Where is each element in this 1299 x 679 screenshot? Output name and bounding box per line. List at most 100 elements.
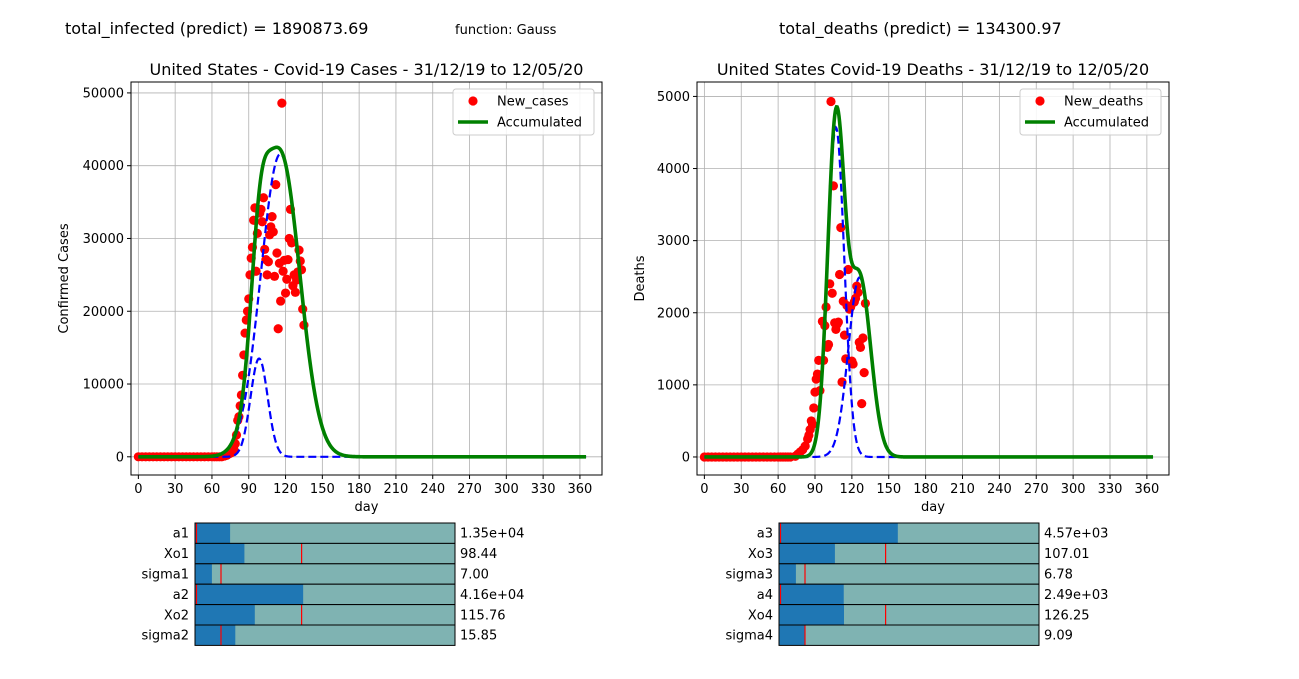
cases-data-point — [276, 296, 286, 306]
cases-slider-a2[interactable]: a2 4.16e+04 — [173, 583, 525, 606]
cases-gauss-curve-1 — [138, 357, 587, 458]
deaths-slider-Xo3[interactable]: Xo3 107.01 — [748, 542, 1090, 565]
deaths-xtick-label: 210 — [950, 482, 975, 497]
deaths-xlabel: day — [921, 500, 945, 515]
slider-value: 6.78 — [1044, 568, 1073, 583]
cases-data-point — [283, 254, 293, 265]
deaths-legend: New_deaths Accumulated — [1019, 88, 1162, 136]
deaths-xtick-label: 300 — [1061, 482, 1086, 497]
slider-fill[interactable] — [779, 625, 805, 646]
slider-value: 2.49e+03 — [1044, 588, 1108, 603]
cases-data-point — [258, 193, 269, 203]
function-text: function: Gauss — [455, 23, 557, 38]
cases-legend-box — [452, 88, 595, 136]
cases-data-point — [273, 324, 283, 334]
cases-data-point — [282, 274, 292, 284]
slider-fill[interactable] — [779, 543, 835, 564]
deaths-legend-label-accumulated: Accumulated — [1064, 116, 1149, 131]
cases-xtick-label: 120 — [273, 482, 298, 497]
slider-track[interactable] — [779, 543, 1039, 564]
deaths-ytick-label: 2000 — [657, 306, 690, 321]
slider-track[interactable] — [195, 543, 455, 564]
cases-slider-Xo1[interactable]: Xo1 98.44 — [164, 542, 497, 565]
deaths-xtick-label: 0 — [700, 482, 708, 497]
slider-value: 4.16e+04 — [460, 588, 524, 603]
deaths-total-text: total_deaths (predict) = 134300.97 — [779, 19, 1062, 39]
deaths-xtick-label: 150 — [876, 482, 901, 497]
deaths-slider-Xo4[interactable]: Xo4 126.25 — [748, 604, 1090, 626]
cases-data-point — [287, 238, 297, 248]
deaths-data-point — [809, 403, 819, 413]
deaths-xtick-label: 330 — [1098, 482, 1123, 497]
slider-label: Xo2 — [164, 608, 189, 623]
slider-fill[interactable] — [779, 523, 898, 544]
cases-ytick-label: 40000 — [83, 159, 124, 174]
cases-slider-Xo2[interactable]: Xo2 115.76 — [164, 604, 506, 626]
cases-ytick-label: 30000 — [83, 232, 124, 247]
deaths-gauss-curve-2 — [704, 276, 1154, 459]
deaths-data-point — [823, 339, 834, 350]
cases-slider-sigma2[interactable]: sigma2 15.85 — [141, 624, 497, 646]
slider-track[interactable] — [195, 604, 455, 625]
cases-slider-a1[interactable]: a1 1.35e+04 — [173, 522, 525, 544]
cases-data-point — [280, 288, 291, 298]
cases-slider-sigma1[interactable]: sigma1 7.00 — [141, 563, 489, 585]
cases-xtick-label: 360 — [568, 482, 593, 497]
slider-value: 98.44 — [460, 547, 497, 562]
slider-track[interactable] — [195, 563, 455, 585]
cases-chart: 0 30 60 90 120 150 180 210 240 270 300 330 360 0 10000… — [57, 60, 603, 515]
slider-fill[interactable] — [195, 523, 231, 544]
deaths-ytick-label: 1000 — [657, 378, 690, 393]
slider-label: a3 — [757, 527, 773, 542]
deaths-xtick-label: 270 — [1024, 482, 1049, 497]
slider-fill[interactable] — [779, 584, 844, 605]
slider-track[interactable] — [779, 584, 1039, 605]
deaths-xtick-label: 120 — [839, 482, 864, 497]
cases-xtick-label: 210 — [384, 482, 409, 497]
cases-data-point — [268, 227, 278, 237]
slider-value: 115.76 — [460, 608, 506, 623]
deaths-data-point — [827, 288, 837, 298]
slider-value: 15.85 — [460, 629, 497, 644]
cases-ytick-label: 0 — [116, 450, 124, 465]
deaths-plot-frame — [696, 81, 1170, 476]
deaths-slider-a3[interactable]: a3 4.57e+03 — [757, 522, 1109, 544]
deaths-data-point — [855, 342, 866, 352]
deaths-xtick-label: 360 — [1134, 482, 1159, 497]
slider-fill[interactable] — [779, 604, 844, 625]
deaths-xtick-label: 240 — [987, 482, 1012, 497]
infected-total-text: total_infected (predict) = 1890873.69 — [65, 19, 368, 39]
slider-track[interactable] — [195, 625, 455, 646]
slider-fill[interactable] — [195, 543, 245, 564]
slider-label: sigma4 — [725, 629, 773, 644]
slider-track[interactable] — [779, 563, 1039, 585]
deaths-xtick-label: 90 — [807, 482, 824, 497]
deaths-data-point — [836, 223, 846, 233]
deaths-slider-sigma3[interactable]: sigma3 6.78 — [725, 563, 1073, 585]
cases-accumulated-line — [138, 145, 587, 459]
slider-fill[interactable] — [195, 563, 212, 585]
deaths-ytick-label: 4000 — [657, 162, 690, 177]
cases-plot-frame — [130, 81, 603, 476]
cases-ytick-label: 20000 — [83, 305, 124, 320]
slider-track[interactable] — [195, 523, 455, 544]
deaths-slider-sigma4[interactable]: sigma4 9.09 — [725, 624, 1073, 646]
cases-legend: New_cases Accumulated — [452, 88, 595, 136]
cases-legend-label-points: New_cases — [497, 95, 569, 110]
deaths-data-point — [857, 399, 867, 409]
slider-fill[interactable] — [195, 584, 304, 605]
cases-data-point — [262, 270, 272, 280]
slider-fill[interactable] — [779, 563, 796, 585]
cases-data-point — [267, 212, 277, 222]
slider-fill[interactable] — [195, 625, 236, 646]
deaths-legend-label-points: New_deaths — [1064, 95, 1143, 110]
deaths-slider-a4[interactable]: a4 2.49e+03 — [757, 583, 1109, 606]
slider-label: Xo4 — [748, 608, 773, 623]
deaths-ytick-label: 3000 — [657, 234, 690, 249]
deaths-data-point — [812, 369, 823, 379]
slider-label: a2 — [173, 588, 189, 603]
slider-label: a4 — [757, 588, 773, 603]
slider-fill[interactable] — [195, 604, 255, 625]
slider-track[interactable] — [779, 625, 1039, 646]
deaths-chart: 0 30 60 90 120 150 180 210 240 270 300 330 360 0 1000 2… — [633, 60, 1170, 515]
